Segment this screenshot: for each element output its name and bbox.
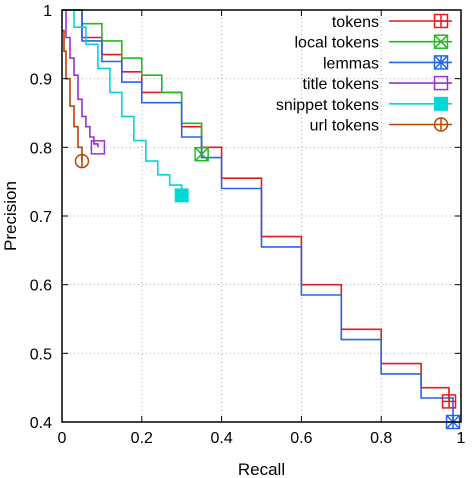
legend-marker <box>433 75 449 91</box>
legend-entry: snippet tokens <box>276 96 452 114</box>
series-line-0 <box>62 9 450 402</box>
legend-marker <box>433 13 449 29</box>
y-axis-label: Precision <box>1 181 20 251</box>
y-tick-label: 0.5 <box>30 346 52 363</box>
legend-marker <box>433 34 449 49</box>
x-tick-label: 0.4 <box>210 430 232 447</box>
legend-label: local tokens <box>295 35 380 52</box>
y-tick-label: 0.6 <box>30 278 52 295</box>
legend-entry: lemmas <box>323 55 452 72</box>
series-end-marker-0 <box>441 394 457 409</box>
x-tick-label: 0 <box>58 430 67 447</box>
legend-entry: tokens <box>332 13 452 31</box>
legend-entry: title tokens <box>303 75 452 93</box>
legend-marker <box>433 117 449 132</box>
y-tick-label: 0.8 <box>30 140 52 157</box>
legend-label: tokens <box>332 14 379 31</box>
legend-label: url tokens <box>310 118 379 135</box>
x-tick-label: 0.2 <box>131 430 153 447</box>
series-end-marker-4 <box>174 188 189 203</box>
x-tick-label: 1 <box>457 430 466 447</box>
series-end-marker-1 <box>194 146 209 162</box>
series-line-4 <box>62 9 183 196</box>
y-tick-label: 0.9 <box>30 72 52 89</box>
series-line-5 <box>62 29 83 162</box>
legend-label: snippet tokens <box>276 97 379 114</box>
legend-label: lemmas <box>323 55 379 72</box>
legend-marker <box>433 55 449 70</box>
legend-marker <box>434 96 448 111</box>
series-end-marker-5 <box>74 153 90 169</box>
series-line-2 <box>62 9 454 422</box>
series-line-3 <box>62 9 99 148</box>
series-end-marker-3 <box>90 140 106 155</box>
y-tick-label: 0.4 <box>30 415 52 432</box>
axis-ticks: 0 0.2 0.4 0.6 0.8 1 0.4 0.5 0.6 0.7 0.8 0.9 1 <box>30 3 466 447</box>
x-tick-label: 0.8 <box>370 430 392 447</box>
x-tick-label: 0.6 <box>290 430 312 447</box>
x-axis-label: Recall <box>238 460 285 478</box>
y-tick-label: 0.7 <box>30 209 52 226</box>
legend-entry: local tokens <box>295 34 452 52</box>
legend: tokens local tokens lemmas title tokens snip… <box>276 13 452 135</box>
series-markers <box>74 140 461 430</box>
legend-label: title tokens <box>303 76 379 93</box>
y-tick-label: 1 <box>43 3 52 20</box>
series-lines <box>62 9 454 422</box>
legend-entry: url tokens <box>310 117 452 135</box>
